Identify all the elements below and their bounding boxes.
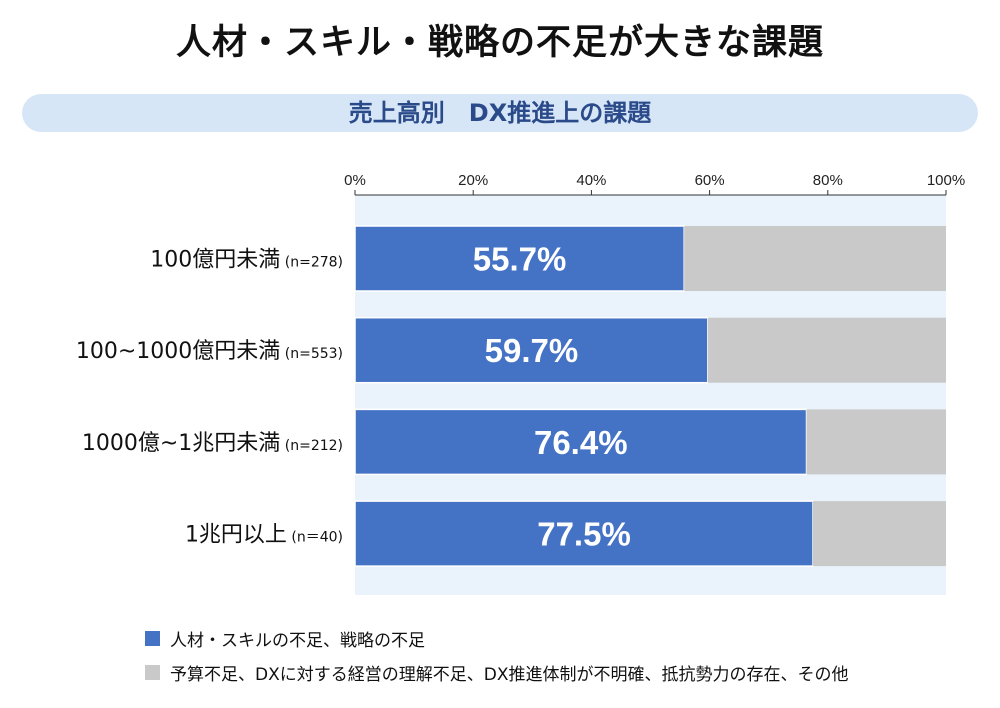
category-name: 1000億~1兆円未満 (82, 431, 280, 456)
category-n: (n=553) (280, 346, 343, 362)
legend-item-2: 予算不足、DXに対する経営の理解不足、DX推進体制が不明確、抵抗勢力の存在、その… (145, 660, 848, 685)
bar-talent-strategy (354, 500, 814, 567)
bar-talent-strategy (354, 316, 709, 384)
legend-label: 人材・スキルの不足、戦略の不足 (170, 631, 425, 651)
category-n: (n=212) (280, 438, 343, 454)
legend-swatch-gray (145, 665, 160, 680)
chart-subtitle: 売上高別 DX推進上の課題 (22, 94, 978, 132)
x-tick-label: 80% (813, 172, 843, 189)
chart-title: 人材・スキル・戦略の不足が大きな課題 (175, 23, 824, 63)
x-tick-label: 40% (576, 172, 606, 189)
category-label: 1兆円以上 (n＝40) (185, 523, 343, 548)
bar-other (707, 317, 946, 383)
category-label: 100億円未満 (n=278) (150, 248, 343, 273)
bar-other (806, 409, 946, 475)
category-label: 100~1000億円未満 (n=553) (76, 339, 343, 364)
legend-label: 予算不足、DXに対する経営の理解不足、DX推進体制が不明確、抵抗勢力の存在、その… (170, 665, 849, 685)
bar-other (684, 226, 946, 291)
x-tick-label: 60% (695, 172, 725, 189)
bar-talent-strategy (354, 225, 685, 292)
x-tick-label: 0% (344, 172, 366, 189)
data-label: 55.7% (473, 241, 567, 278)
category-n: (n＝40) (287, 530, 343, 546)
category-name: 1兆円以上 (185, 523, 287, 548)
data-label: 59.7% (485, 332, 579, 369)
data-label: 76.4% (534, 424, 628, 461)
category-name: 100~1000億円未満 (76, 339, 280, 364)
legend-item-1: 人材・スキルの不足、戦略の不足 (145, 626, 425, 651)
category-name: 100億円未満 (150, 248, 280, 273)
category-label: 1000億~1兆円未満 (n=212) (82, 431, 343, 456)
bar-talent-strategy (354, 408, 808, 476)
data-label: 77.5% (537, 516, 631, 553)
x-tick-label: 100% (927, 172, 965, 189)
x-tick-label: 20% (458, 172, 488, 189)
legend-swatch-blue (145, 631, 160, 646)
bar-other (813, 501, 946, 567)
category-n: (n=278) (280, 255, 343, 271)
